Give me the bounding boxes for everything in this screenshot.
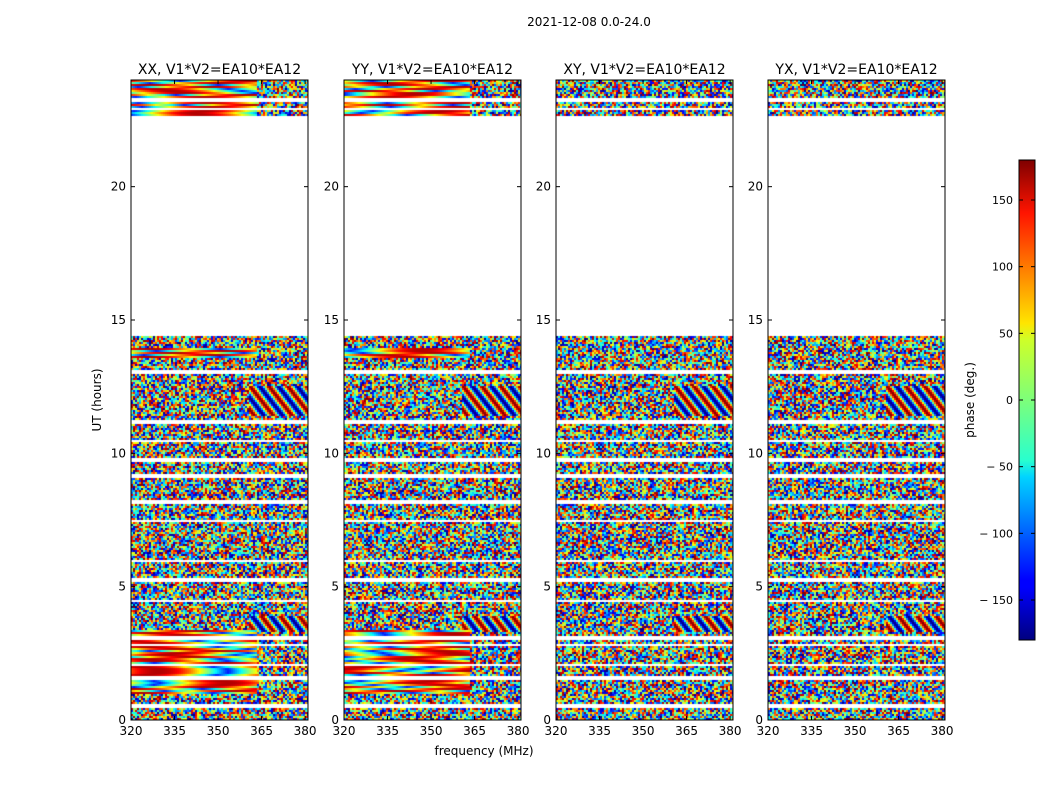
panel-title: XY, V1*V2=EA10*EA12 [563, 62, 725, 78]
panel-frame [555, 79, 734, 721]
phase-heatmap [768, 80, 945, 720]
panels: XX, V1*V2=EA10*EA12 320 335 350 365 380 0 5 10 15… [111, 62, 954, 738]
y-tick-label: 15 [748, 313, 763, 327]
x-tick-label: 335 [800, 724, 823, 738]
panel-4: YX, V1*V2=EA10*EA12 320 335 350 365 380 0 5 10 15… [748, 62, 954, 738]
y-tick-label: 5 [543, 580, 551, 594]
x-tick-label: 380 [719, 724, 742, 738]
y-tick-label: 20 [111, 180, 126, 194]
panel-2: YY, V1*V2=EA10*EA12 320 335 350 365 380 0 5 10 15… [324, 62, 530, 738]
colorbar: 150 100 50 0 − 50 − 100 − 150 phase (deg.) [963, 159, 1036, 641]
colorbar-ticks: 150 100 50 0 − 50 − 100 − 150 [979, 194, 1035, 607]
y-tick-label: 20 [536, 180, 551, 194]
phase-heatmap [556, 80, 733, 720]
y-tick-label: 15 [324, 313, 339, 327]
x-tick-label: 350 [844, 724, 867, 738]
panel-title: YY, V1*V2=EA10*EA12 [351, 62, 513, 78]
colorbar-tick-label: 100 [992, 261, 1013, 274]
x-tick-label: 350 [632, 724, 655, 738]
y-tick-label: 15 [536, 313, 551, 327]
x-tick-label: 320 [120, 724, 143, 738]
x-axis-label: frequency (MHz) [434, 744, 533, 758]
panel-3: XY, V1*V2=EA10*EA12 320 335 350 365 380 0 5 10 15… [536, 62, 742, 738]
panel-frame [343, 79, 522, 721]
y-axis-label: UT (hours) [90, 368, 104, 431]
y-tick-label: 10 [324, 446, 339, 460]
x-tick-label: 365 [463, 724, 486, 738]
y-tick-label: 5 [755, 580, 763, 594]
y-tick-label: 0 [331, 713, 339, 727]
panel-frame [130, 79, 309, 721]
y-tick-label: 20 [748, 180, 763, 194]
x-tick-label: 380 [931, 724, 954, 738]
y-tick-label: 5 [331, 580, 339, 594]
colorbar-tick-label: − 50 [986, 461, 1013, 474]
x-tick-label: 350 [207, 724, 230, 738]
y-tick-label: 10 [111, 446, 126, 460]
phase-heatmap [131, 80, 308, 720]
x-tick-label: 380 [294, 724, 317, 738]
x-tick-label: 320 [333, 724, 356, 738]
x-tick-label: 365 [675, 724, 698, 738]
colorbar-tick-label: 50 [999, 327, 1013, 340]
y-tick-label: 15 [111, 313, 126, 327]
x-tick-label: 320 [545, 724, 568, 738]
x-tick-label: 335 [376, 724, 399, 738]
colorbar-label: phase (deg.) [963, 362, 977, 438]
x-tick-label: 335 [588, 724, 611, 738]
phase-heatmap [344, 80, 521, 720]
y-tick-label: 20 [324, 180, 339, 194]
panel-1: XX, V1*V2=EA10*EA12 320 335 350 365 380 0 5 10 15… [111, 62, 317, 738]
x-tick-label: 350 [420, 724, 443, 738]
x-tick-label: 365 [250, 724, 273, 738]
y-tick-label: 10 [536, 446, 551, 460]
y-tick-label: 0 [118, 713, 126, 727]
y-tick-label: 0 [543, 713, 551, 727]
colorbar-tick-label: − 100 [979, 527, 1013, 540]
x-tick-label: 365 [887, 724, 910, 738]
x-tick-label: 320 [757, 724, 780, 738]
x-tick-label: 380 [507, 724, 530, 738]
colorbar-tick-label: 0 [1006, 394, 1013, 407]
y-tick-label: 10 [748, 446, 763, 460]
colorbar-tick-label: − 150 [979, 594, 1013, 607]
figure-suptitle: 2021-12-08 0.0-24.0 [527, 15, 651, 29]
colorbar-tick-label: 150 [992, 194, 1013, 207]
y-tick-label: 0 [755, 713, 763, 727]
y-tick-label: 5 [118, 580, 126, 594]
panel-title: YX, V1*V2=EA10*EA12 [774, 62, 937, 78]
panel-title: XX, V1*V2=EA10*EA12 [138, 62, 301, 78]
x-tick-label: 335 [163, 724, 186, 738]
panel-frame [767, 79, 946, 721]
